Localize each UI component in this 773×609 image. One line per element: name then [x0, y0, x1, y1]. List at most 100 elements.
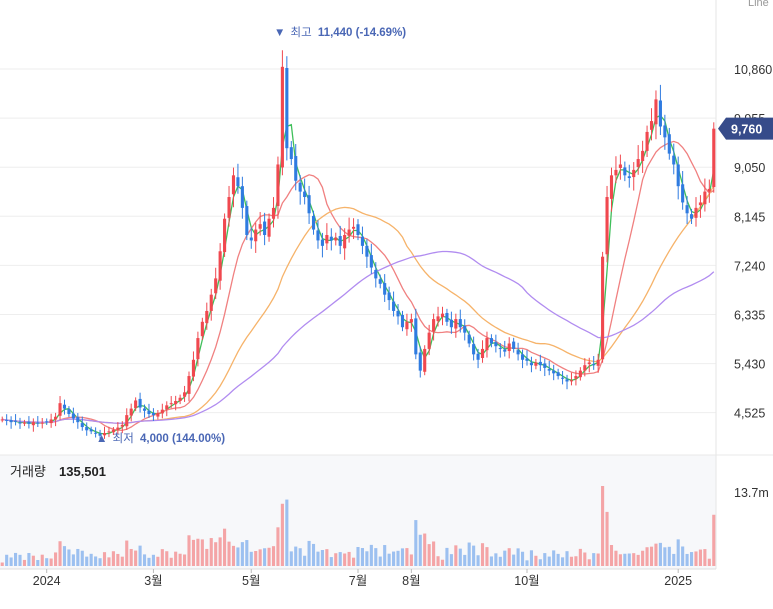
volume-bar[interactable]	[191, 539, 196, 566]
volume-bar[interactable]	[303, 555, 307, 566]
volume-bar[interactable]	[169, 557, 173, 566]
volume-bar[interactable]	[218, 537, 222, 566]
volume-bar[interactable]	[76, 548, 80, 566]
candle-body[interactable]	[178, 397, 182, 402]
candle-body[interactable]	[685, 205, 689, 214]
volume-bar[interactable]	[249, 551, 253, 566]
candle-body[interactable]	[263, 221, 267, 235]
volume-bar[interactable]	[320, 550, 324, 566]
candle-body[interactable]	[569, 380, 574, 382]
candle-body[interactable]	[632, 169, 636, 178]
volume-bar[interactable]	[476, 555, 480, 566]
volume-bar[interactable]	[645, 547, 649, 566]
volume-bar[interactable]	[343, 553, 347, 566]
volume-bar[interactable]	[516, 548, 520, 566]
candle-body[interactable]	[485, 338, 489, 351]
candle-body[interactable]	[476, 353, 480, 360]
candle-body[interactable]	[258, 224, 262, 229]
volume-bar[interactable]	[498, 556, 502, 566]
candle-body[interactable]	[223, 218, 227, 253]
volume-bar[interactable]	[423, 533, 427, 566]
candle-body[interactable]	[587, 362, 591, 365]
candle-body[interactable]	[489, 338, 493, 344]
volume-bar[interactable]	[271, 546, 276, 566]
candle-body[interactable]	[681, 184, 685, 203]
candle-body[interactable]	[498, 348, 502, 350]
volume-bar[interactable]	[449, 554, 453, 566]
volume-bar[interactable]	[512, 554, 516, 566]
candle-body[interactable]	[658, 100, 662, 127]
volume-bar[interactable]	[85, 556, 89, 566]
volume-bar[interactable]	[5, 554, 9, 566]
volume-bar[interactable]	[547, 556, 551, 566]
candle-body[interactable]	[174, 401, 178, 405]
volume-bar[interactable]	[654, 543, 658, 566]
volume-bar[interactable]	[360, 548, 365, 566]
candle-body[interactable]	[160, 409, 164, 414]
volume-bar[interactable]	[520, 551, 525, 566]
candle-body[interactable]	[636, 159, 640, 167]
candle-body[interactable]	[392, 301, 396, 311]
candle-body[interactable]	[334, 237, 338, 241]
candle-body[interactable]	[703, 191, 707, 205]
candle-body[interactable]	[49, 419, 53, 424]
candle-body[interactable]	[107, 431, 111, 433]
candle-body[interactable]	[351, 226, 356, 229]
candle-body[interactable]	[561, 377, 565, 379]
volume-bar[interactable]	[325, 549, 329, 566]
volume-bar[interactable]	[561, 557, 565, 566]
candle-body[interactable]	[574, 376, 578, 379]
volume-bar[interactable]	[125, 540, 129, 566]
candle-body[interactable]	[645, 131, 649, 151]
volume-bar[interactable]	[58, 541, 62, 566]
volume-bar[interactable]	[129, 548, 133, 566]
candle-body[interactable]	[120, 424, 124, 427]
volume-bar[interactable]	[223, 528, 227, 566]
volume-bar[interactable]	[525, 560, 529, 566]
candle-body[interactable]	[583, 365, 587, 371]
volume-bar[interactable]	[240, 542, 244, 566]
volume-bar[interactable]	[174, 551, 178, 566]
candle-body[interactable]	[472, 344, 476, 355]
candle-body[interactable]	[9, 420, 13, 423]
volume-bar[interactable]	[116, 553, 120, 566]
candle-body[interactable]	[231, 175, 236, 195]
candle-body[interactable]	[18, 422, 22, 424]
candle-body[interactable]	[547, 369, 551, 371]
volume-bar[interactable]	[618, 554, 622, 566]
candle-body[interactable]	[667, 134, 671, 154]
candle-body[interactable]	[138, 398, 142, 408]
candle-body[interactable]	[592, 364, 596, 366]
volume-bar[interactable]	[147, 557, 151, 566]
candle-body[interactable]	[329, 236, 333, 241]
volume-bar[interactable]	[267, 547, 271, 566]
candle-body[interactable]	[396, 310, 400, 317]
volume-bar[interactable]	[445, 547, 449, 566]
candle-body[interactable]	[694, 207, 698, 218]
chart-type-label[interactable]: Line	[748, 0, 769, 9]
candle-body[interactable]	[0, 419, 4, 421]
volume-bar[interactable]	[632, 553, 636, 566]
volume-bar[interactable]	[378, 556, 382, 566]
candle-body[interactable]	[169, 403, 173, 405]
candlesticks[interactable]	[0, 50, 716, 442]
volume-bar[interactable]	[31, 555, 35, 566]
volume-bar[interactable]	[503, 550, 507, 566]
volume-bar[interactable]	[200, 539, 204, 566]
candle-body[interactable]	[698, 202, 702, 206]
volume-bar[interactable]	[565, 551, 569, 566]
volume-bar[interactable]	[334, 553, 338, 566]
volume-bar[interactable]	[667, 546, 671, 566]
volume-bar[interactable]	[187, 535, 191, 566]
candle-body[interactable]	[40, 422, 44, 424]
volume-bar[interactable]	[27, 552, 31, 566]
candle-body[interactable]	[423, 348, 427, 372]
candle-body[interactable]	[347, 229, 351, 236]
candle-body[interactable]	[418, 352, 422, 371]
candle-body[interactable]	[414, 318, 418, 355]
candle-body[interactable]	[445, 312, 449, 322]
volume-bar[interactable]	[636, 554, 640, 566]
candle-body[interactable]	[400, 315, 405, 328]
candle-body[interactable]	[614, 169, 618, 176]
candle-body[interactable]	[467, 334, 471, 344]
